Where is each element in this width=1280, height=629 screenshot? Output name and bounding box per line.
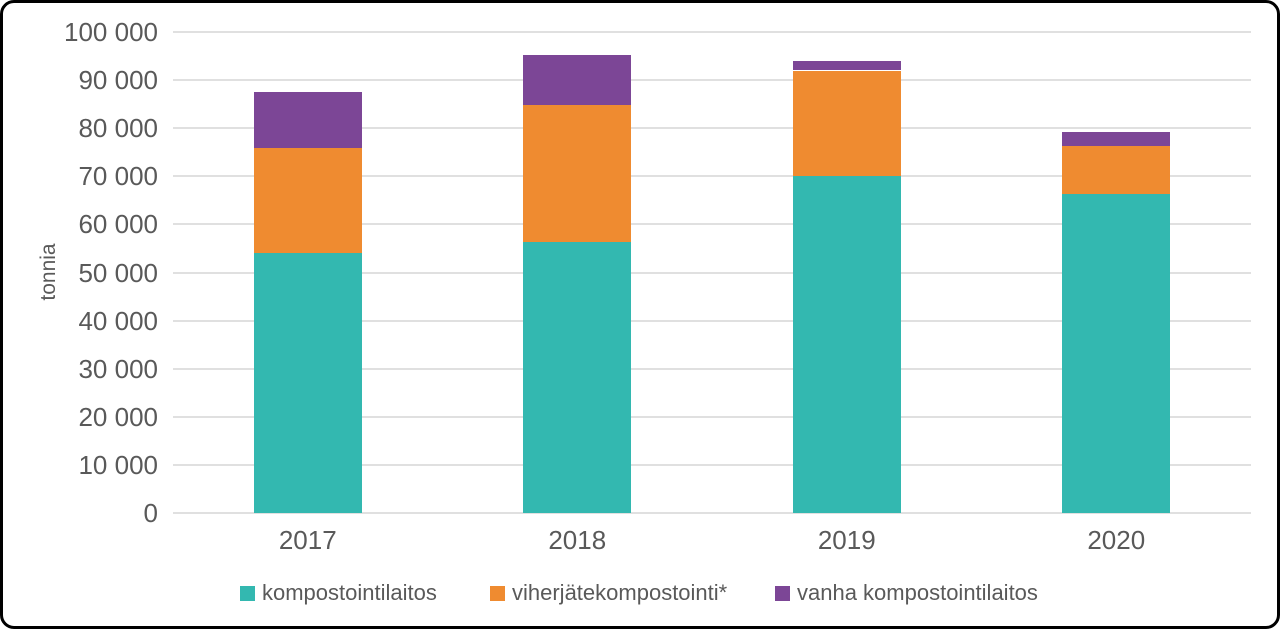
- legend-label: vanha kompostointilaitos: [797, 580, 1038, 605]
- y-axis-tick-label: 100 000: [64, 17, 158, 47]
- legend-swatch-icon: [240, 585, 255, 601]
- y-axis-tick-label: 90 000: [78, 65, 158, 96]
- gridline: [173, 415, 1251, 418]
- legend-swatch-icon: [775, 585, 790, 601]
- bar-segment-vanha-kompostointilaitos: [1062, 131, 1171, 146]
- y-axis-tick-label: 50 000: [78, 257, 158, 288]
- legend-label: viherjätekompostointi*: [512, 580, 728, 605]
- bar-segment-kompostointilaitos: [253, 252, 362, 513]
- legend-item: kompostointilaitos: [240, 580, 437, 606]
- bar-segment-viherj-tekompostointi-: [792, 70, 901, 177]
- gridline: [173, 367, 1251, 370]
- x-axis-tick-label: 2019: [817, 525, 876, 555]
- legend-item: viherjätekompostointi*: [490, 580, 727, 606]
- gridline: [173, 271, 1251, 274]
- bar-segment-viherj-tekompostointi-: [1062, 145, 1171, 195]
- plot-area: [173, 31, 1251, 514]
- legend: kompostointilaitos viherjätekompostointi*…: [3, 580, 1277, 606]
- bar-segment-vanha-kompostointilaitos: [523, 55, 632, 106]
- legend-label: kompostointilaitos: [262, 580, 437, 605]
- gridline: [173, 319, 1251, 322]
- bar-segment-vanha-kompostointilaitos: [792, 60, 901, 71]
- gridline: [173, 127, 1251, 130]
- bar-segment-kompostointilaitos: [792, 176, 901, 513]
- gridline: [173, 79, 1251, 82]
- y-axis-tick-label: 60 000: [78, 209, 158, 240]
- bar-segment-viherj-tekompostointi-: [523, 105, 632, 243]
- y-axis-tick-label: 10 000: [78, 449, 158, 480]
- bar-segment-kompostointilaitos: [523, 242, 632, 513]
- gridline: [173, 31, 1251, 33]
- legend-item: vanha kompostointilaitos: [775, 580, 1038, 606]
- x-axis-tick-label: 2017: [278, 525, 337, 555]
- y-axis-tick-label: 30 000: [78, 353, 158, 384]
- y-axis-tick-label: 40 000: [78, 305, 158, 336]
- gridline: [173, 175, 1251, 178]
- y-axis-tick-label: 70 000: [78, 161, 158, 192]
- bar-segment-vanha-kompostointilaitos: [253, 92, 362, 148]
- gridline: [173, 223, 1251, 226]
- gridline: [173, 463, 1251, 466]
- y-axis-tick-label: 0: [143, 498, 158, 528]
- x-axis-tick-label: 2018: [548, 525, 607, 555]
- y-axis-tick-label: 80 000: [78, 113, 158, 144]
- bar-segment-viherj-tekompostointi-: [253, 147, 362, 253]
- legend-swatch-icon: [490, 585, 505, 601]
- x-axis-tick-label: 2020: [1087, 525, 1146, 555]
- y-axis-tick-label: 20 000: [78, 401, 158, 432]
- bar-segment-kompostointilaitos: [1062, 194, 1171, 513]
- gridline: [173, 512, 1251, 514]
